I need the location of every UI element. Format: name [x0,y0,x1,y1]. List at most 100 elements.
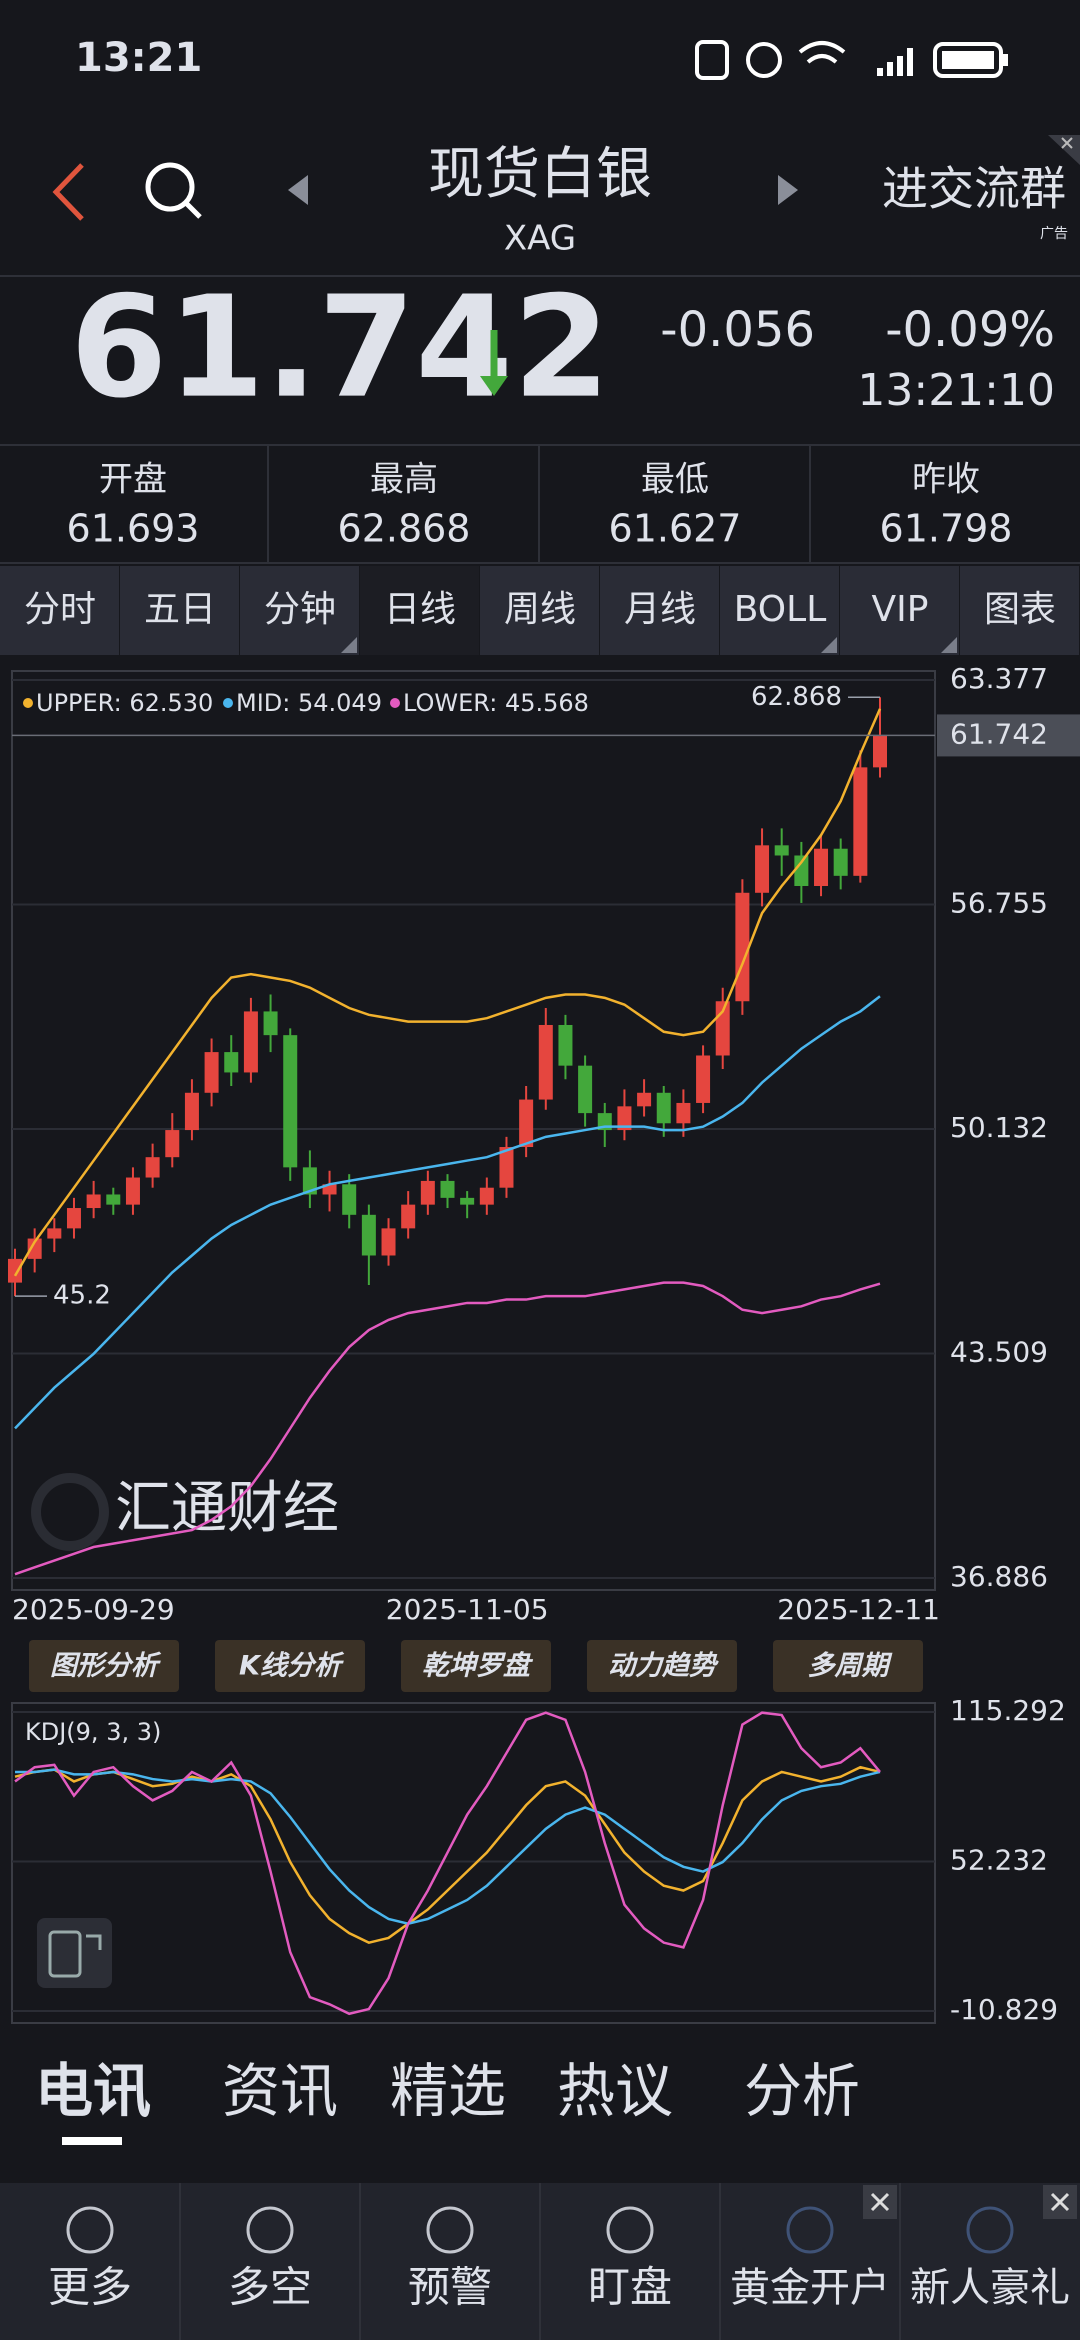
tab[interactable] [0,566,119,655]
y-tick-label: -10.829 [950,1993,1058,2026]
candle-body [125,1177,140,1205]
tool-button[interactable] [773,1640,923,1692]
candle-body [322,1184,337,1195]
tab-label: BOLL [734,589,827,630]
candle-body [263,1011,278,1036]
candle-body [401,1204,416,1229]
tab-label: 周线 [504,589,576,630]
tab[interactable] [240,566,359,655]
candle-body [224,1052,239,1073]
legend-dot [223,698,233,708]
nav-label[interactable]: 更多 [48,2263,132,2312]
news-tab[interactable]: 电讯 [35,2057,151,2125]
tab[interactable] [360,566,479,655]
symbol-title: 现货白银 [428,142,652,207]
x-tick-label: 2025-09-29 [12,1593,175,1626]
quote-time: 13:21:10 [857,365,1055,416]
nav-label[interactable]: 盯盘 [588,2263,672,2312]
indicator-line [14,1711,881,2016]
promo-close[interactable] [1048,135,1080,165]
news-tab-indicator [62,2137,122,2145]
tool-label: 乾坤罗盘 [422,1651,534,1682]
status-time: 13:21 [75,35,202,81]
indicator-line [14,1765,881,1944]
tab[interactable] [720,566,839,655]
tab[interactable] [840,566,959,655]
candle-body [381,1228,396,1256]
news-tab[interactable]: 精选 [390,2057,506,2125]
max-label: 62.868 [751,682,842,712]
candle-body [755,845,770,893]
candle-body [420,1180,435,1205]
tab-menu-corner [941,637,957,653]
candle-body [774,845,789,856]
search-button[interactable] [145,162,202,219]
tab-menu-corner [341,637,357,653]
promo-link[interactable]: 进交流群 [882,162,1066,216]
candle-body [696,1055,711,1103]
candle-body [617,1106,632,1131]
candle-body [440,1180,455,1198]
nav-icon [966,2206,1014,2254]
tool-label: K线分析 [239,1651,345,1682]
analysis-tools: 图形分析 K线分析 乾坤罗盘 动力趋势 多周期 [29,1640,923,1692]
candle-body [283,1035,298,1168]
candle-body [853,767,868,876]
next-symbol[interactable] [778,175,798,205]
charts: 63.377 56.755 50.132 43.509 36.886 2025-09-29… [8,662,1080,2026]
nav-label[interactable]: 预警 [408,2263,492,2312]
news-tab[interactable]: 热议 [557,2057,673,2125]
back-button[interactable] [52,163,84,221]
tab-label: 日线 [384,589,456,630]
nav-label[interactable]: 多空 [228,2263,312,2312]
tool-button[interactable] [587,1640,737,1692]
tab[interactable] [480,566,599,655]
nav-icon [426,2206,474,2254]
candle-body [558,1024,573,1066]
tool-button[interactable] [401,1640,551,1692]
plot-frame [11,1702,936,2024]
panel-toggle[interactable] [37,1918,112,1988]
candle-body [184,1092,199,1131]
down-arrow [480,330,508,396]
x-tick-label: 2025-12-11 [777,1593,940,1626]
nav-label[interactable]: 黄金开户 [730,2265,890,2311]
candle-body [814,848,829,886]
candle-body [873,735,887,768]
stat-label: 昨收 [912,460,980,500]
prev-symbol[interactable] [288,175,308,205]
legend-dot [23,698,33,708]
y-tick-label: 43.509 [950,1335,1048,1368]
legend-label: LOWER: 45.568 [403,689,589,717]
candle-body [342,1184,357,1215]
indicator-line [15,1768,881,1925]
tab-label: VIP [872,589,929,630]
nav-label[interactable]: 新人豪礼 [910,2265,1070,2311]
candle-body [637,1092,652,1107]
candle-body [794,855,809,886]
candle-body [499,1147,514,1188]
tab[interactable] [120,566,239,655]
tab-label: 五日 [144,589,216,630]
tool-button[interactable] [29,1640,179,1692]
symbol-code: XAG [504,219,576,259]
candle-body [27,1238,42,1259]
nav-icon [66,2206,114,2254]
stat-value: 61.627 [609,507,742,551]
news-tab[interactable]: 资讯 [222,2057,338,2125]
indicator-line [14,995,881,1430]
bottom-nav: 更多 多空 预警 盯盘 黄金开户 新人豪礼 [48,2183,1077,2340]
stat-value: 62.868 [338,507,471,551]
candle-body [8,1258,22,1283]
tool-button[interactable] [215,1640,365,1692]
tab-label: 图表 [984,589,1056,630]
tab[interactable] [960,566,1079,655]
x-tick-label: 2025-11-05 [386,1593,549,1626]
nav-ad-close-x [870,2192,890,2212]
candle-body [66,1208,81,1229]
news-tabs: 电讯 资讯 精选 热议 分析 [35,2057,860,2125]
y-tick-label: 115.292 [950,1694,1066,1727]
tab[interactable] [600,566,719,655]
news-tab[interactable]: 分析 [744,2057,860,2125]
min-label: 45.2 [53,1281,111,1311]
